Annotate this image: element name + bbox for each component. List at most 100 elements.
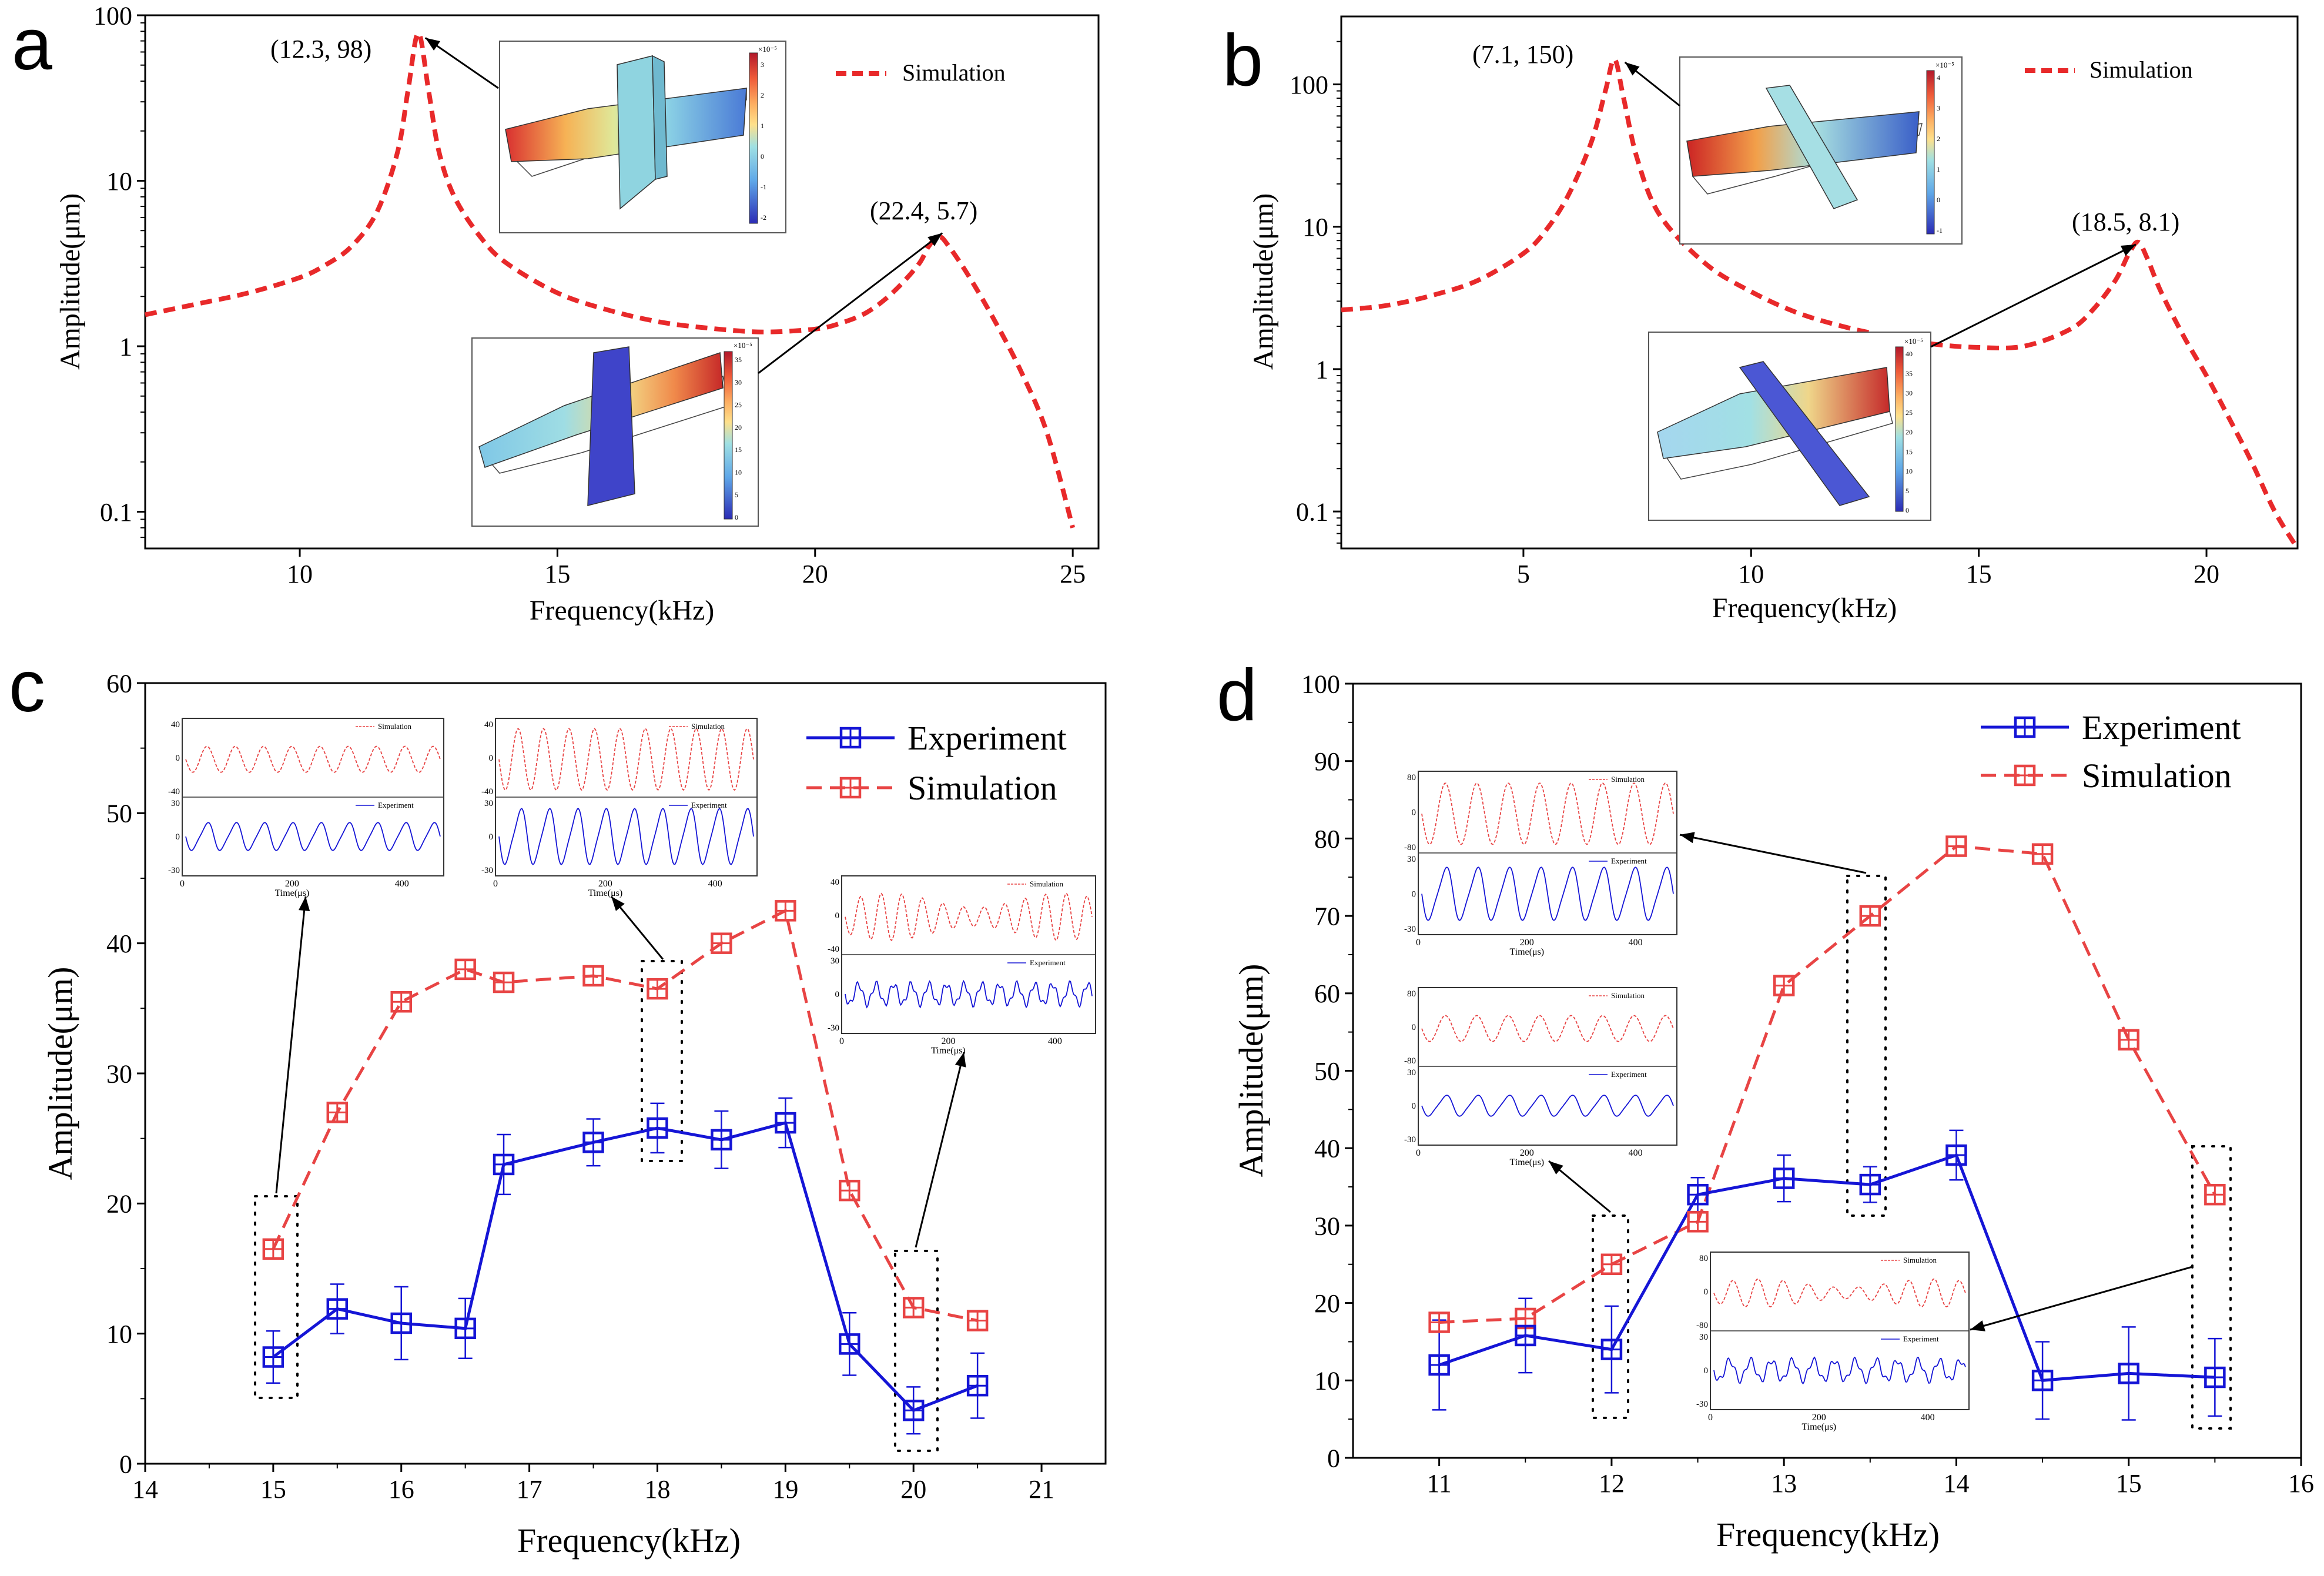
x-tick-label: 15 <box>260 1475 286 1504</box>
x-tick-label: 12 <box>1599 1469 1625 1498</box>
inset-x-axis-label: Time(μs) <box>931 1046 966 1056</box>
x-tick-label: 19 <box>772 1475 798 1504</box>
inset-multiplier: ×10⁻⁵ <box>734 341 752 350</box>
simulation-line <box>1439 845 2216 1324</box>
inset-legend-simulation: Simulation <box>378 722 412 731</box>
colorbar-tick-label: 3 <box>761 61 764 69</box>
experiment-line <box>272 1121 979 1413</box>
inset-y-tick-label: -40 <box>828 945 839 954</box>
x-tick-label: 20 <box>2194 560 2219 588</box>
y-axis-label-d: Amplitude(μm) <box>1232 964 1270 1177</box>
x-tick-label: 16 <box>389 1475 414 1504</box>
inset-legend-experiment: Experiment <box>1611 1070 1647 1079</box>
panel-d: d 11 12 13 14 15 16 0 10 20 30 40 50 60 70 80 90 100 Sim… <box>1217 655 2314 1554</box>
inset-x-tick-label: 200 <box>285 879 299 889</box>
inset-y-tick-label: 30 <box>1699 1333 1708 1342</box>
x-tick-label: 25 <box>1060 560 1086 588</box>
inset-multiplier: ×10⁻⁵ <box>1904 337 1923 346</box>
inset-y-tick-label: 40 <box>171 720 180 730</box>
peak-annotation-a2: (22.4, 5.7) <box>870 196 977 225</box>
inset-y-tick-label: 0 <box>176 832 180 842</box>
annotation-arrow <box>758 232 943 374</box>
y-tick-label: 80 <box>1314 825 1340 854</box>
mode-shape-inset-b2: ×10⁻⁵ 40 35 30 25 20 15 10 5 0 <box>1648 332 1931 521</box>
inset-y-tick-label: 0 <box>1704 1366 1709 1376</box>
x-tick-label: 15 <box>544 560 570 588</box>
inset-x-axis-label: Time(μs) <box>1509 1157 1544 1167</box>
legend-label-simulation: Simulation <box>2082 757 2232 795</box>
inset-y-tick-label: 80 <box>1407 773 1416 782</box>
annotation-arrowhead <box>955 1052 966 1068</box>
inset-y-tick-label: 0 <box>835 990 840 999</box>
inset-x-tick-label: 400 <box>1629 1148 1643 1158</box>
inset-legend-experiment: Experiment <box>1611 856 1647 865</box>
annotation-arrowhead <box>1970 1320 1985 1331</box>
inset-y-tick-label: -30 <box>481 866 493 875</box>
inset-legend-experiment: Experiment <box>1903 1334 1939 1343</box>
inset-x-tick-label: 400 <box>395 879 409 889</box>
y-tick-label: 100 <box>1301 670 1340 698</box>
x-axis-label-a: Frequency(kHz) <box>530 595 715 626</box>
mode-shape-inset-b1: ×10⁻⁵ 4 3 2 1 0 -1 <box>1679 56 1963 245</box>
colorbar-tick-label: -1 <box>1937 226 1943 235</box>
x-tick-label: 11 <box>1426 1469 1451 1498</box>
inset-x-tick-label: 0 <box>1708 1413 1713 1423</box>
inset-y-tick-label: 30 <box>1407 1068 1416 1078</box>
inset-y-tick-label: -30 <box>1404 925 1416 934</box>
colorbar-tick-label: 30 <box>1906 389 1913 397</box>
y-tick-label: 0 <box>1327 1444 1340 1473</box>
highlight-box <box>254 1195 299 1399</box>
experiment-line <box>1438 1153 2215 1382</box>
colorbar-tick-label: 15 <box>1906 447 1913 456</box>
colorbar-tick-label: 1 <box>1937 165 1940 173</box>
inset-legend-simulation: Simulation <box>1903 1256 1937 1264</box>
inset-x-tick-label: 0 <box>839 1036 844 1046</box>
inset-x-axis-label: Time(μs) <box>588 888 623 898</box>
inset-x-axis-label: Time(μs) <box>275 888 310 898</box>
y-tick-label: 10 <box>1314 1367 1340 1396</box>
y-tick-label: 70 <box>1314 902 1340 931</box>
highlight-box <box>641 960 683 1162</box>
inset-y-tick-label: 0 <box>1704 1287 1709 1297</box>
annotation-arrowhead <box>927 233 943 246</box>
y-tick-label: 100 <box>1290 71 1328 99</box>
inset-multiplier: ×10⁻⁵ <box>1935 61 1954 69</box>
colorbar-tick-label: 40 <box>1906 350 1913 358</box>
colorbar-tick-label: 5 <box>735 491 738 499</box>
inset-legend-experiment: Experiment <box>1030 958 1066 967</box>
inset-x-tick-label: 0 <box>1416 938 1421 948</box>
inset-y-tick-label: 30 <box>171 799 180 808</box>
inset-y-tick-label: 30 <box>831 956 839 966</box>
x-tick-label: 21 <box>1029 1475 1054 1504</box>
peak-annotation-a1: (12.3, 98) <box>270 35 371 63</box>
inset-x-axis-label: Time(μs) <box>1509 947 1544 957</box>
colorbar-tick-label: 3 <box>1937 104 1940 112</box>
annotation-arrow <box>424 37 499 89</box>
peak-annotation-b2: (18.5, 8.1) <box>2072 208 2179 236</box>
experiment-waveform <box>498 808 754 865</box>
x-tick-label: 10 <box>1738 560 1764 588</box>
colorbar-tick-label: 25 <box>735 401 742 409</box>
colorbar-tick-label: -2 <box>761 213 766 222</box>
annotation-arrow <box>275 896 307 1194</box>
x-axis-label-b: Frequency(kHz) <box>1712 593 1897 624</box>
simulation-waveform <box>185 745 441 773</box>
highlight-box <box>1592 1214 1629 1419</box>
inset-legend-simulation: Simulation <box>1611 775 1645 784</box>
colorbar-tick-label: 5 <box>1906 487 1909 495</box>
x-tick-label: 14 <box>1943 1469 1969 1498</box>
experiment-waveform <box>845 979 1093 1009</box>
annotation-arrow <box>1930 243 2137 348</box>
mode-shape-inset-a2: ×10⁻⁵ 35 30 25 20 15 10 5 0 <box>471 337 759 527</box>
experiment-waveform <box>1421 1095 1674 1117</box>
inset-y-tick-label: 80 <box>1699 1254 1708 1263</box>
plot-frame-a <box>144 14 1100 550</box>
x-tick-label: 17 <box>517 1475 543 1504</box>
inset-y-tick-label: -30 <box>828 1023 839 1033</box>
annotation-arrowhead <box>2120 244 2136 256</box>
inset-y-tick-label: -30 <box>168 866 180 875</box>
